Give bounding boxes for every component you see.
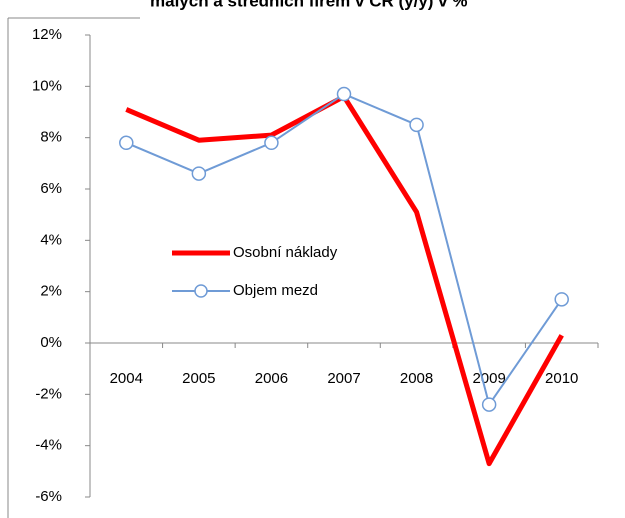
y-tick-label: 10% [32,77,62,94]
series-line [125,93,563,406]
point [481,397,497,412]
x-tick-label: 2006 [255,370,288,387]
legend-marker [194,284,208,298]
x-tick-label: 2004 [110,370,143,387]
point [554,292,569,307]
point [336,86,352,102]
x-tick-label: 2010 [545,370,578,387]
legend-label: Osobní náklady [233,244,338,261]
series-line [125,94,564,467]
x-tick-label: 2007 [327,370,360,387]
y-tick-label: 12% [32,26,62,43]
point [119,135,134,151]
y-tick-label: -2% [35,385,62,402]
y-tick-label: 0% [40,334,62,351]
legend-label: Objem mezd [233,282,318,299]
y-tick-label: 2% [40,283,62,300]
x-tick-label: 2008 [400,370,433,387]
y-tick-label: -4% [35,437,62,454]
point [264,135,279,151]
y-tick-label: -6% [35,488,62,505]
point [191,166,207,181]
y-tick-label: 6% [40,180,62,197]
x-tick-label: 2005 [182,370,215,387]
x-tick-label: 2009 [472,370,505,387]
y-tick-label: 4% [40,231,62,248]
point [409,117,424,133]
y-tick-label: 8% [40,129,62,146]
chart-title: malých a středních firem v ČR (y/y) v % [150,0,467,10]
